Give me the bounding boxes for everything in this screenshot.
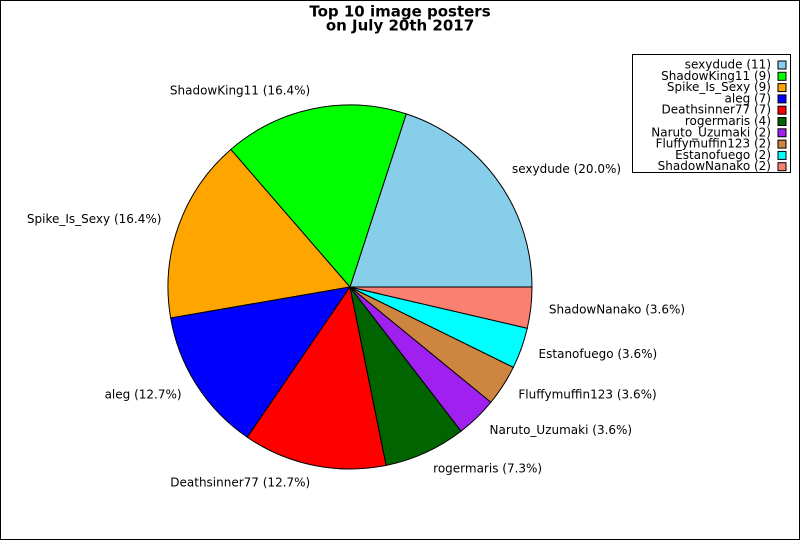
legend-swatch: [777, 94, 787, 104]
legend-label: ShadowNanako (2): [658, 159, 771, 173]
legend-swatch: [777, 71, 787, 81]
chart-title: on July 20th 2017: [326, 17, 474, 35]
legend-swatch: [777, 150, 787, 160]
legend-label: ShadowKing11 (9): [661, 69, 771, 83]
slice-label: sexydude (20.0%): [512, 162, 621, 176]
legend-label: Spike_Is_Sexy (9): [667, 80, 771, 94]
legend-swatch: [777, 105, 787, 115]
legend-label: Naruto_Uzumaki (2): [651, 125, 771, 139]
legend-swatch: [777, 117, 787, 126]
pie-slice: [349, 286, 533, 329]
legend-swatch: [777, 139, 787, 149]
pie-slice: [230, 104, 407, 288]
chart-title: Top 10 image posters: [309, 3, 490, 21]
slice-label: ShadowKing11 (16.4%): [170, 83, 310, 97]
legend-swatch: [777, 162, 787, 172]
slice-label: rogermaris (7.3%): [433, 462, 542, 476]
legend-label: aleg (7): [725, 91, 772, 105]
slice-label: Naruto_Uzumaki (3.6%): [490, 423, 633, 437]
legend-swatch: [777, 83, 787, 93]
slice-label: ShadowNanako (3.6%): [549, 302, 685, 316]
legend-swatch: [777, 128, 787, 138]
pie-slice: [167, 148, 351, 319]
legend-label: sexydude (11): [685, 58, 771, 72]
slice-label: Spike_Is_Sexy (16.4%): [27, 212, 162, 226]
legend-label: Estanofuego (2): [675, 148, 771, 162]
legend-swatch: [777, 60, 787, 70]
pie-slice: [246, 285, 387, 470]
legend-label: rogermaris (4): [685, 114, 771, 128]
pie-slice: [349, 113, 533, 288]
slice-label: Estanofuego (3.6%): [539, 347, 658, 361]
slice-label: Deathsinner77 (12.7%): [170, 476, 310, 490]
slice-label: aleg (12.7%): [105, 388, 182, 402]
legend-box: [632, 54, 791, 173]
legend-label: Deathsinner77 (7): [662, 103, 771, 117]
legend-label: Fluffymuffin123 (2): [656, 137, 771, 151]
slice-label: Fluffymuffin123 (3.6%): [518, 388, 656, 402]
pie-slice: [170, 286, 352, 438]
